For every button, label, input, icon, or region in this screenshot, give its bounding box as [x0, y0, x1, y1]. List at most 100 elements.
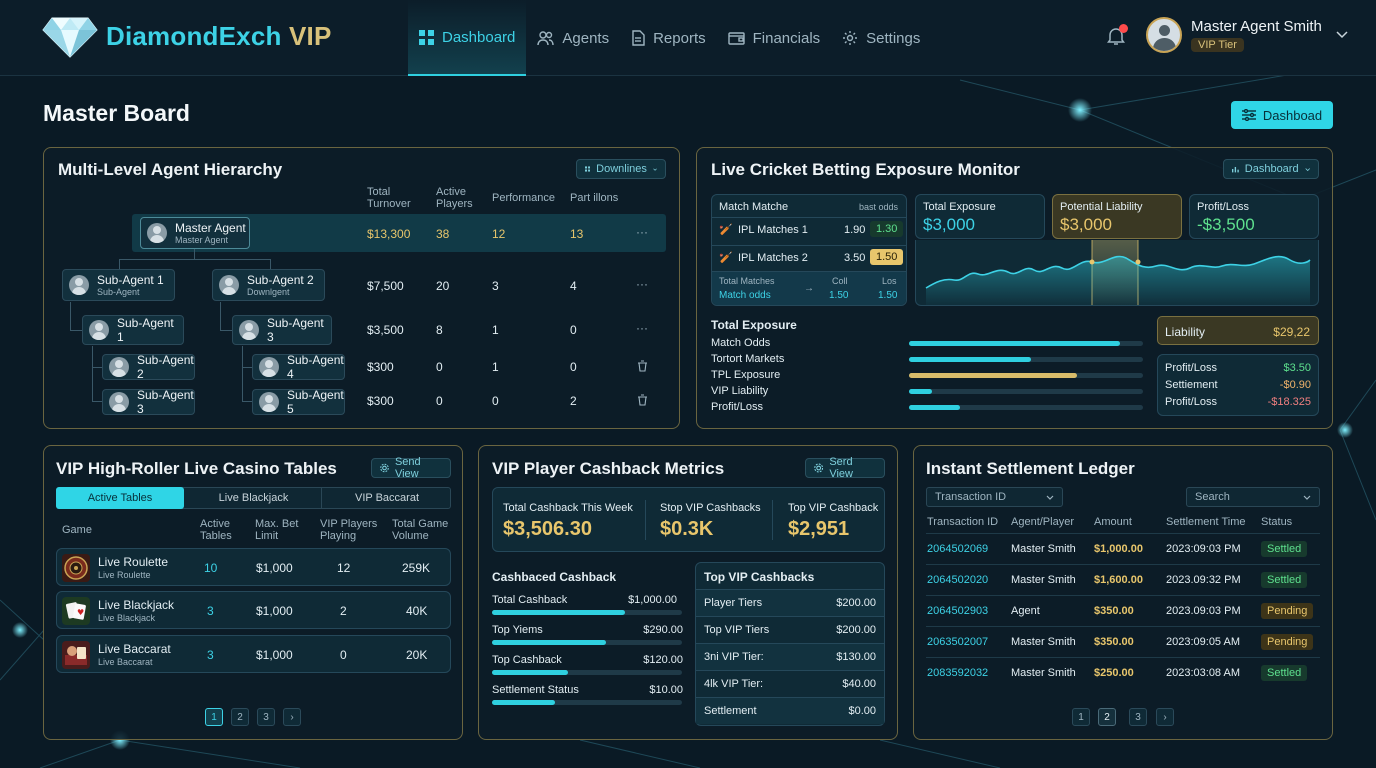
exposure-label: Match Odds [711, 337, 771, 349]
node-sub-agent-2b[interactable]: Sub-Agent 2 [102, 353, 195, 381]
kpi-profit-loss: Profit/Loss -$3,500 [1189, 194, 1319, 239]
chevron-down-icon [1046, 495, 1054, 500]
serd-view-button[interactable]: Serd View [805, 456, 885, 480]
casino-tables-panel: VIP High-Roller Live Casino Tables Send … [43, 445, 463, 740]
tab-live-blackjack[interactable]: Live Blackjack [186, 487, 322, 509]
more-options-icon[interactable]: ··· [636, 225, 648, 239]
cashback-label: Settlement Status [492, 684, 579, 696]
row-part: 4 [570, 279, 577, 293]
node-sub-agent-1b[interactable]: Sub-Agent 1 [82, 315, 184, 345]
top-vip-cashbacks: Top VIP Cashbacks Player Tiers $200.00 Top… [695, 562, 885, 726]
exposure-area-chart [915, 240, 1319, 306]
node-sub-agent-2[interactable]: Sub-Agent 2 Downlgent [212, 269, 325, 301]
trash-icon[interactable] [637, 360, 648, 372]
nav-reports[interactable]: Reports [620, 0, 717, 76]
settlement-time: 2023:09:05 AM [1166, 636, 1241, 648]
transaction-id[interactable]: 2063502007 [927, 636, 989, 648]
status-badge: Settled [1261, 665, 1308, 681]
page-3[interactable]: 3 [1129, 708, 1147, 726]
roulette-icon [62, 554, 90, 582]
match-row[interactable]: 🏏 IPL Matches 2 3.50 1.50 [712, 245, 906, 271]
transaction-id[interactable]: 2083592032 [927, 667, 989, 679]
document-icon [632, 30, 645, 46]
page-title: Master Board [43, 100, 190, 126]
send-view-button[interactable]: Send View [371, 456, 451, 480]
page-next[interactable]: › [1156, 708, 1174, 726]
match-row[interactable]: 🏏 IPL Matches 1 1.90 1.30 [712, 217, 906, 243]
exposure-bar [909, 357, 1143, 362]
node-sub-agent-5[interactable]: Sub-Agent 5 [252, 388, 345, 416]
nav-financials-label: Financials [752, 29, 821, 47]
agent-icon [259, 392, 279, 412]
row-turnover: $13,300 [367, 227, 411, 241]
brand-logo[interactable]: DiamondExch VIP [42, 14, 332, 58]
page-1[interactable]: 1 [205, 708, 223, 726]
table-row[interactable]: 2064502020 Master Smith $1,600.00 2023.09:3… [926, 564, 1320, 595]
page-1[interactable]: 1 [1072, 708, 1090, 726]
exposure-bar-fill [909, 357, 1031, 362]
cashback-label: Top Yiems [492, 624, 543, 636]
vip-cashback-row: Top VIP Tiers $200.00 [696, 616, 884, 643]
nav-dashboard-label: Dashboard [442, 28, 516, 46]
page-2[interactable]: 2 [231, 708, 249, 726]
exposure-label: Tortort Markets [711, 353, 785, 365]
cricket-dropdown[interactable]: Dashboard [1223, 159, 1319, 179]
exposure-bar-fill [909, 341, 1120, 346]
dashboard-button-label: Dashboad [1262, 107, 1323, 123]
casino-row[interactable]: Live Baccarat Live Baccarat 3 $1,000 0 2… [56, 635, 451, 673]
tab-vip-baccarat[interactable]: VIP Baccarat [355, 492, 419, 504]
table-row[interactable]: 2064502069 Master Smith $1,000.00 2023:09:0… [926, 533, 1320, 564]
exposure-bar-fill [909, 405, 961, 410]
table-row[interactable]: 2064502903 Agent $350.00 2023.09:03 PM Pendi… [926, 595, 1320, 626]
row-turnover: $300 [367, 394, 394, 408]
chevron-down-icon [1304, 167, 1310, 171]
agent-icon [69, 275, 89, 295]
node-sub-agent-3b[interactable]: Sub-Agent 3 [102, 388, 195, 416]
vip-cashback-row: Player Tiers $200.00 [696, 589, 884, 616]
table-row[interactable]: 2063502007 Master Smith $350.00 2023:09:05 … [926, 626, 1320, 657]
user-name: Master Agent Smith [1191, 17, 1322, 35]
row-players: 8 [436, 323, 443, 337]
more-options-icon[interactable]: ··· [636, 321, 648, 335]
casino-row[interactable]: ♥ Live Blackjack Live Blackjack 3 $1,000… [56, 591, 451, 629]
user-menu[interactable]: Master Agent Smith VIP Tier [1146, 17, 1348, 53]
ledger-title: Instant Settlement Ledger [926, 459, 1135, 478]
transaction-id[interactable]: 2064502903 [927, 605, 989, 617]
tab-active-tables[interactable]: Active Tables [56, 487, 184, 509]
vip-cashback-row: 4lk VIP Tier: $40.00 [696, 670, 884, 697]
node-sub-agent-1[interactable]: Sub-Agent 1 Sub-Agent [62, 269, 175, 301]
nav-dashboard[interactable]: Dashboard [408, 0, 527, 76]
exposure-title: Total Exposure [711, 318, 797, 332]
nav-agents[interactable]: Agents [526, 0, 620, 76]
node-sub-agent-4[interactable]: Sub-Agent 4 [252, 353, 345, 381]
trash-icon[interactable] [637, 394, 648, 406]
page-next[interactable]: › [283, 708, 301, 726]
transaction-id-filter[interactable]: Transaction ID [926, 487, 1063, 507]
agent-icon [239, 320, 259, 340]
node-sub-agent-3[interactable]: Sub-Agent 3 [232, 315, 332, 345]
settlement-time: 2023.09:03 PM [1166, 605, 1241, 617]
exposure-bar [909, 405, 1143, 410]
match-list: Match Matche bast odds 🏏 IPL Matches 1 1… [711, 194, 907, 306]
transaction-id[interactable]: 2064502069 [927, 543, 989, 555]
casino-row[interactable]: Live Roulette Live Roulette 10 $1,000 12… [56, 548, 451, 586]
exposure-bar-fill [909, 389, 933, 394]
nav-settings[interactable]: Settings [831, 0, 931, 76]
transaction-id[interactable]: 2064502020 [927, 574, 989, 586]
cashback-value: $120.00 [643, 654, 683, 666]
row-performance: 3 [492, 279, 499, 293]
page-2[interactable]: 2 [1098, 708, 1116, 726]
notifications-button[interactable] [1106, 24, 1128, 48]
page-3[interactable]: 3 [257, 708, 275, 726]
cashback-label: Top Cashback [492, 654, 562, 666]
more-options-icon[interactable]: ··· [636, 277, 648, 291]
cards-icon: ♥ [62, 597, 90, 625]
node-master-agent[interactable]: Master Agent Master Agent [140, 217, 250, 249]
search-input[interactable]: Search [1186, 487, 1320, 507]
nav-financials[interactable]: Financials [717, 0, 832, 76]
cricket-icon: 🏏 [719, 224, 733, 236]
agent-icon [109, 392, 129, 412]
dashboard-button[interactable]: Dashboad [1231, 101, 1333, 129]
downlines-dropdown[interactable]: Downlines [576, 159, 666, 179]
table-row[interactable]: 2083592032 Master Smith $250.00 2023:03:08 … [926, 657, 1320, 688]
